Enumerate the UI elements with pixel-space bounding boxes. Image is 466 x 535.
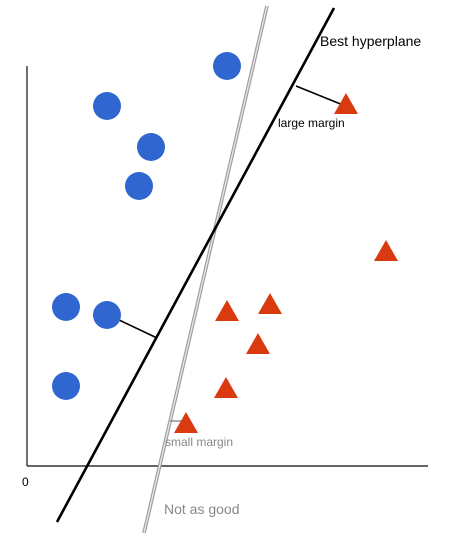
not-as-good-label: Not as good xyxy=(164,501,240,517)
best-hyperplane-line xyxy=(55,7,336,523)
circle-point xyxy=(52,372,80,400)
circle-point xyxy=(213,52,241,80)
triangle-point xyxy=(215,300,239,321)
circle-point xyxy=(137,133,165,161)
triangle-point xyxy=(334,93,358,114)
best-hyperplane-label: Best hyperplane xyxy=(320,33,421,49)
triangle-point xyxy=(214,377,238,398)
small-margin-label: small margin xyxy=(165,435,233,449)
alternative-hyperplane-inner xyxy=(143,5,268,534)
circle-point xyxy=(93,301,121,329)
triangle-point xyxy=(258,293,282,314)
circle-point xyxy=(93,92,121,120)
origin-label: 0 xyxy=(22,475,29,489)
support-margin-line xyxy=(116,318,158,339)
axes xyxy=(26,66,428,467)
triangle-point xyxy=(174,412,198,433)
triangle-point xyxy=(246,333,270,354)
triangle-point xyxy=(374,240,398,261)
circle-point xyxy=(52,293,80,321)
alternative-hyperplane xyxy=(142,5,269,534)
large-margin-line xyxy=(295,85,344,106)
large-margin-label: large margin xyxy=(278,116,345,130)
circle-point xyxy=(125,172,153,200)
class-b-points xyxy=(174,93,398,433)
class-a-points xyxy=(52,52,241,400)
